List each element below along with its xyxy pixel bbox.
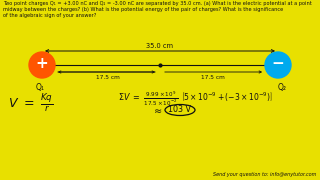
Circle shape	[265, 52, 291, 78]
Text: Q₂: Q₂	[277, 83, 286, 92]
Text: 103 V: 103 V	[169, 105, 191, 114]
Text: Two point charges Q₁ = +3.00 nC and Q₂ = -3.00 nC are separated by 35.0 cm. (a) : Two point charges Q₁ = +3.00 nC and Q₂ =…	[3, 1, 312, 18]
Text: $\Sigma V\ =\ \frac{9.99\times10^{9}}{17.5\times10^{-2}}$: $\Sigma V\ =\ \frac{9.99\times10^{9}}{17…	[118, 90, 178, 108]
Text: $\approx$: $\approx$	[152, 105, 163, 115]
Text: +: +	[36, 57, 48, 71]
Text: −: −	[272, 57, 284, 71]
Circle shape	[29, 52, 55, 78]
Text: 17.5 cm: 17.5 cm	[96, 75, 119, 80]
Text: $V\ =\ \frac{Kq}{r}$: $V\ =\ \frac{Kq}{r}$	[8, 92, 53, 115]
Text: $\left[5\times10^{-9}+\left(-3\times10^{-9}\right)\right]$: $\left[5\times10^{-9}+\left(-3\times10^{…	[181, 91, 273, 104]
Text: Send your question to: info@enytutor.com: Send your question to: info@enytutor.com	[212, 172, 316, 177]
Text: Q₁: Q₁	[36, 83, 44, 92]
Text: 35.0 cm: 35.0 cm	[147, 43, 173, 49]
Text: 17.5 cm: 17.5 cm	[201, 75, 224, 80]
